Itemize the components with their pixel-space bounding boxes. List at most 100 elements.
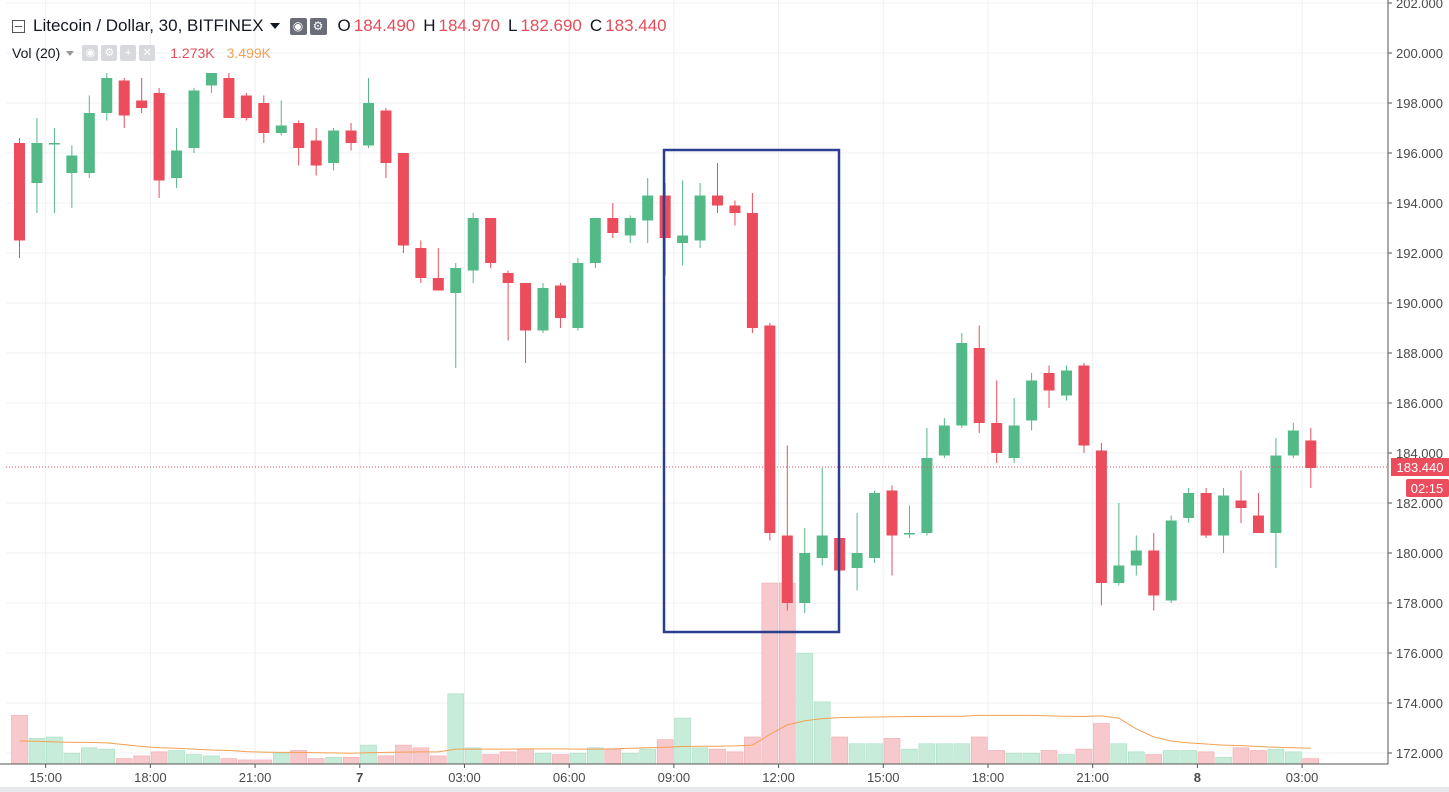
volume-bar: [46, 736, 63, 765]
candle-body: [293, 123, 305, 148]
volume-bar: [1302, 758, 1320, 765]
volume-bar: [482, 754, 499, 765]
x-tick-label: 03:00: [1286, 770, 1319, 785]
volume-bar: [639, 748, 657, 765]
chevron-down-icon[interactable]: [66, 50, 75, 56]
candle-body: [1270, 455, 1282, 533]
volume-bar: [988, 750, 1006, 765]
candle-body: [1165, 520, 1177, 601]
volume-bar: [412, 747, 430, 765]
candle-body: [869, 493, 881, 558]
symbol-title[interactable]: Litecoin / Dollar, 30, BITFINEX: [33, 16, 264, 35]
close-value: 183.440: [605, 16, 667, 35]
open-value: 184.490: [353, 16, 416, 35]
candle-body: [1113, 565, 1125, 583]
y-tick-label: 184.000: [1396, 446, 1443, 461]
candle-body: [729, 205, 741, 213]
candle-body: [589, 218, 601, 263]
volume-bar: [848, 743, 866, 765]
eye-icon[interactable]: ◉: [289, 17, 307, 35]
volume-bar: [255, 759, 273, 765]
y-tick-label: 182.000: [1396, 496, 1443, 511]
candle-body: [1200, 493, 1212, 536]
candle-body: [973, 348, 985, 423]
candle-body: [275, 125, 287, 133]
y-tick-label: 196.000: [1396, 146, 1443, 161]
candle-body: [363, 103, 374, 146]
gear-icon[interactable]: ⚙: [101, 45, 118, 61]
candle-body: [1287, 430, 1299, 456]
y-tick-label: 202.000: [1396, 0, 1443, 11]
volume-bar: [220, 758, 238, 765]
candle-body: [153, 93, 165, 181]
candle-body: [1095, 450, 1107, 583]
x-tick-label: 18:00: [972, 770, 1005, 785]
volume-bar: [1058, 754, 1075, 765]
volume-bar: [203, 755, 220, 765]
candle-body: [1026, 380, 1038, 421]
candle-body: [502, 273, 514, 283]
candle-body: [14, 143, 25, 241]
open-key: O: [337, 16, 351, 35]
volume-bar: [1023, 752, 1040, 765]
candle-body: [345, 130, 357, 143]
volume-bar: [1250, 750, 1267, 765]
volume-ma-line: [19, 714, 1311, 754]
time-axis[interactable]: 15:00 18:00 21:00 7 03:00 06:00 09:00 12:00 15:0…: [29, 764, 1318, 785]
gear-icon[interactable]: ⚙: [309, 17, 327, 35]
plus-icon[interactable]: +: [120, 45, 137, 61]
volume-bar: [1005, 752, 1023, 765]
chart-header: Litecoin / Dollar, 30, BITFINEX ◉ ⚙ O 184…: [12, 14, 667, 38]
volume-bar: [953, 743, 971, 765]
x-tick-label: 15:00: [29, 770, 62, 785]
candle-body: [520, 283, 532, 331]
candle-body: [101, 78, 113, 113]
candle-body: [397, 153, 409, 246]
candle-body: [48, 143, 60, 145]
collapse-icon[interactable]: [12, 19, 25, 33]
volume-bar: [447, 693, 465, 765]
volume-bar: [1040, 750, 1058, 765]
y-tick-label: 186.000: [1396, 396, 1443, 411]
volume-bar: [796, 652, 814, 765]
volume-bar: [28, 738, 46, 765]
x-tick-label: 21:00: [1076, 770, 1109, 785]
x-tick-label: 15:00: [867, 770, 900, 785]
candle-body: [816, 535, 828, 558]
countdown-bg: [1406, 479, 1449, 497]
volume-bar: [621, 752, 639, 765]
chevron-down-icon[interactable]: [269, 23, 280, 29]
close-icon[interactable]: ✕: [139, 45, 156, 61]
volume-value: 1.273K: [170, 45, 215, 61]
eye-icon[interactable]: ◉: [82, 45, 99, 61]
candle-body: [1252, 515, 1264, 533]
volume-bar: [744, 736, 761, 765]
last-price-bg: [1391, 458, 1449, 476]
volume-bar: [238, 759, 255, 765]
candle-body: [712, 195, 723, 206]
price-axis[interactable]: 172.000 174.000 176.000 178.000 180.000 182.0…: [1388, 0, 1443, 761]
high-key: H: [423, 16, 436, 35]
candle-body: [118, 80, 130, 116]
volume-bar: [1267, 748, 1285, 765]
candle-body: [415, 248, 427, 278]
volume-bar: [552, 754, 569, 765]
high-value: 184.970: [438, 16, 500, 35]
volume-bar: [691, 747, 709, 765]
volume-ma-value: 3.499K: [226, 45, 271, 61]
volume-bar: [1215, 756, 1232, 765]
volume-bar: [918, 743, 936, 765]
volume-bar: [81, 747, 98, 765]
candle-body: [171, 150, 183, 178]
candles: [14, 73, 1317, 613]
y-tick-label: 180.000: [1396, 546, 1443, 561]
volume-label[interactable]: Vol (20): [12, 45, 61, 61]
y-tick-label: 172.000: [1396, 746, 1443, 761]
grid-lines: [6, 0, 1388, 764]
volume-bar: [185, 754, 203, 765]
volume-bar: [395, 744, 412, 765]
candle-body: [1043, 373, 1055, 391]
candle-body: [205, 73, 217, 86]
